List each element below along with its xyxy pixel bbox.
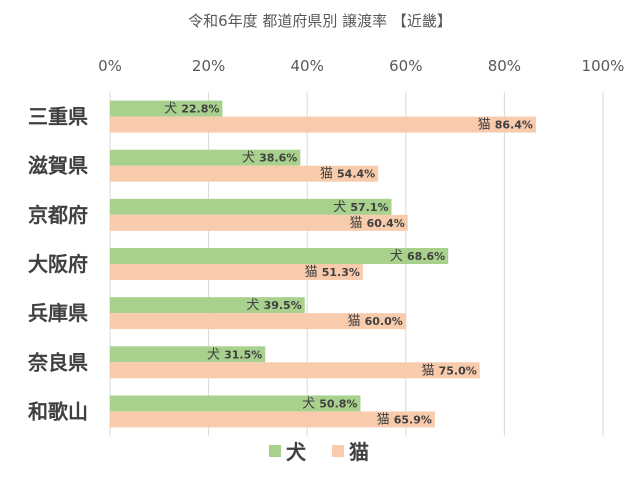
data-label-series: 犬 xyxy=(333,200,350,215)
data-label: 犬 57.1% xyxy=(333,200,388,215)
data-label: 猫 51.3% xyxy=(305,265,360,280)
data-label: 犬 38.6% xyxy=(242,151,297,166)
category-label: 大阪府 xyxy=(28,252,88,276)
data-label-series: 猫 xyxy=(349,216,366,231)
category-label: 和歌山 xyxy=(28,399,88,423)
x-tick-label: 80% xyxy=(488,57,521,75)
bar-猫-和歌山 xyxy=(110,411,435,428)
legend: 犬猫 xyxy=(269,440,369,464)
x-tick-label: 20% xyxy=(192,57,225,75)
bar-猫-大阪府 xyxy=(110,264,363,280)
data-label: 猫 54.4% xyxy=(320,167,375,182)
data-label: 犬 50.8% xyxy=(302,396,357,411)
bar-猫-京都府 xyxy=(110,214,408,231)
data-label-series: 猫 xyxy=(320,167,337,182)
data-label-value: 31.5% xyxy=(224,348,262,361)
data-label-value: 50.8% xyxy=(319,397,357,410)
bar-犬-滋賀県 xyxy=(110,149,301,166)
x-tick-label: 40% xyxy=(291,57,324,75)
data-label-value: 22.8% xyxy=(181,103,219,116)
data-label-series: 犬 xyxy=(302,396,319,411)
data-label-value: 60.4% xyxy=(367,217,405,230)
data-label: 猫 86.4% xyxy=(478,118,533,133)
bar-犬-兵庫県 xyxy=(110,297,305,314)
data-label: 猫 60.0% xyxy=(347,314,402,329)
data-label-value: 75.0% xyxy=(439,364,477,377)
bar-猫-奈良県 xyxy=(110,362,480,379)
data-label-value: 39.5% xyxy=(264,299,302,312)
data-label-value: 54.4% xyxy=(337,168,375,181)
data-label: 犬 39.5% xyxy=(246,298,301,313)
data-label-series: 犬 xyxy=(164,102,181,117)
bar-犬-奈良県 xyxy=(110,346,266,363)
category-label: 京都府 xyxy=(28,203,88,227)
bars xyxy=(110,100,536,428)
bar-犬-和歌山 xyxy=(110,395,361,412)
x-tick-label: 0% xyxy=(98,57,122,75)
data-label-series: 犬 xyxy=(242,151,259,166)
category-label: 奈良県 xyxy=(27,350,88,374)
category-label: 三重県 xyxy=(28,105,88,129)
x-axis-ticks: 0% 20% 40% 60% 80% 100% xyxy=(98,57,624,75)
data-label: 犬 22.8% xyxy=(164,102,219,117)
legend-label: 猫 xyxy=(349,440,369,464)
data-label: 犬 68.6% xyxy=(390,249,445,264)
data-label: 猫 75.0% xyxy=(421,363,476,378)
data-label-series: 猫 xyxy=(421,363,438,378)
data-label-series: 猫 xyxy=(305,265,322,280)
data-labels: 犬 22.8%猫 86.4%犬 38.6%猫 54.4%犬 57.1%猫 60.… xyxy=(164,102,533,428)
data-label-series: 犬 xyxy=(246,298,263,313)
bar-犬-京都府 xyxy=(110,198,392,215)
data-label: 猫 60.4% xyxy=(349,216,404,231)
category-label: 滋賀県 xyxy=(28,154,88,178)
data-label-series: 犬 xyxy=(390,249,407,264)
legend-swatch-犬 xyxy=(269,445,281,457)
category-label: 兵庫県 xyxy=(28,301,88,325)
data-label-value: 86.4% xyxy=(495,119,533,132)
data-label: 犬 31.5% xyxy=(207,347,262,362)
data-label-value: 68.6% xyxy=(407,250,445,263)
data-label-value: 51.3% xyxy=(322,266,360,279)
x-tick-label: 100% xyxy=(582,57,625,75)
data-label-value: 65.9% xyxy=(394,413,432,426)
data-label-series: 猫 xyxy=(347,314,364,329)
chart-title: 令和6年度 都道府県別 譲渡率 【近畿】 xyxy=(188,12,452,30)
data-label-series: 猫 xyxy=(478,118,495,133)
data-label: 猫 65.9% xyxy=(377,412,432,427)
bar-猫-滋賀県 xyxy=(110,165,379,182)
bar-犬-三重県 xyxy=(110,100,223,117)
data-label-value: 57.1% xyxy=(350,201,388,214)
x-tick-label: 60% xyxy=(389,57,422,75)
bar-猫-三重県 xyxy=(110,116,536,133)
data-label-value: 60.0% xyxy=(365,315,403,328)
data-label-value: 38.6% xyxy=(259,152,297,165)
data-label-series: 猫 xyxy=(377,412,394,427)
bar-猫-兵庫県 xyxy=(110,313,406,330)
legend-label: 犬 xyxy=(286,440,307,464)
data-label-series: 犬 xyxy=(207,347,224,362)
legend-swatch-猫 xyxy=(332,445,344,457)
bar-犬-大阪府 xyxy=(110,248,449,264)
